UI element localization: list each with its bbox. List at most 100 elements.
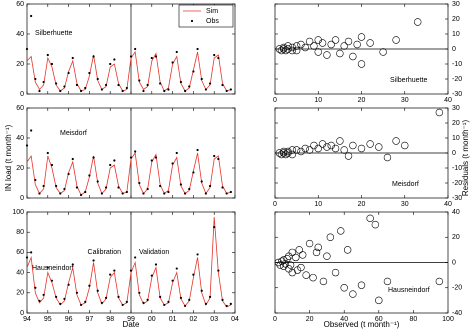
obs-point [71, 157, 74, 161]
obs-point [71, 56, 74, 60]
y-tick-label: 40 [452, 209, 460, 216]
x-tick-label: 94 [23, 316, 31, 323]
residual-point [279, 149, 288, 157]
residual-point [288, 268, 296, 277]
obs-point [204, 302, 207, 306]
obs-point [63, 85, 66, 88]
residual-point [323, 143, 331, 151]
obs-point [55, 184, 58, 188]
obs-point [67, 283, 70, 286]
residual-point [282, 46, 290, 55]
y-tick-label: 20 [16, 165, 24, 172]
obs-point [167, 190, 170, 194]
x-tick-label: 30 [401, 201, 409, 208]
obs-point [96, 289, 99, 292]
obs-point [109, 273, 112, 276]
residual-point [435, 108, 444, 117]
residual-point [366, 39, 374, 47]
residual-point [383, 277, 392, 286]
residual-point [314, 48, 322, 56]
y-tick-label: 0 [20, 91, 24, 98]
y-tick-label: 40 [16, 135, 24, 142]
obs-point [163, 192, 166, 195]
residual-point [331, 268, 340, 277]
obs-point [30, 129, 33, 132]
residual-point [284, 149, 292, 157]
residual-point [340, 42, 348, 50]
obs-point [121, 303, 124, 307]
x-tick-label: 80 [410, 316, 418, 323]
y-tick-label: 20 [16, 61, 24, 68]
obs-point [154, 263, 158, 266]
obs-point [142, 301, 145, 304]
y-tick-label: 10 [452, 31, 460, 38]
obs-point [154, 156, 158, 159]
residual-point [297, 147, 305, 156]
x-tick-label: 20 [358, 97, 366, 104]
obs-point [217, 56, 220, 60]
obs-point [129, 55, 133, 58]
obs-point [217, 269, 220, 272]
obs-point [113, 269, 116, 272]
obs-point [159, 295, 162, 298]
obs-point [67, 71, 70, 75]
obs-point [113, 58, 116, 61]
obs-point [175, 151, 178, 155]
x-tick-label: 20 [306, 316, 314, 323]
obs-point [142, 89, 145, 93]
y-tick-label: 0 [20, 195, 24, 202]
y-tick-label: 60 [16, 105, 24, 112]
residual-point [310, 141, 318, 150]
y-tick-label: 20 [452, 120, 460, 127]
y-tick-label: -30 [452, 91, 462, 98]
obs-point [134, 47, 137, 51]
obs-point [192, 70, 195, 73]
obs-point [79, 89, 83, 93]
obs-point [200, 180, 203, 183]
residual-point [292, 42, 301, 50]
sim-line [26, 151, 231, 196]
residual-point [340, 284, 348, 292]
x-tick-label: 30 [401, 97, 409, 104]
y-axis-label: Residuals (t month⁻¹) [461, 120, 470, 197]
obs-point [88, 174, 91, 177]
y-tick-label: 60 [16, 1, 24, 8]
residual-point [319, 277, 328, 286]
residual-point [344, 152, 353, 160]
residual-point [305, 146, 314, 154]
obs-point [113, 159, 116, 162]
obs-point [196, 47, 199, 51]
obs-point [208, 295, 212, 298]
residual-point [285, 252, 293, 260]
x-tick-label: 0 [273, 201, 277, 208]
obs-point [50, 62, 54, 66]
period-label: Calibration [88, 249, 122, 256]
residual-point [375, 296, 383, 305]
obs-point [84, 190, 87, 194]
obs-point [125, 190, 128, 194]
obs-point [109, 163, 112, 167]
y-tick-label: 80 [16, 229, 24, 236]
y-tick-label: 0 [452, 46, 456, 53]
residual-point [349, 52, 357, 61]
obs-point [46, 266, 49, 269]
station-label: Meisdorf [60, 130, 87, 137]
residual-point [357, 144, 366, 153]
obs-point [30, 14, 33, 18]
obs-point [129, 269, 133, 272]
y-tick-label: 10 [452, 135, 460, 142]
obs-point [50, 279, 54, 282]
obs-point [75, 291, 79, 294]
obs-point [213, 226, 216, 229]
obs-point [146, 298, 149, 301]
obs-point [75, 83, 79, 87]
y-tick-label: -30 [452, 195, 462, 202]
obs-point [163, 303, 166, 307]
obs-point [134, 150, 137, 153]
residual-point [279, 262, 288, 270]
y-tick-label: 30 [452, 105, 460, 112]
x-tick-label: 02 [190, 316, 198, 323]
obs-point [179, 80, 183, 84]
residual-point [435, 277, 444, 286]
obs-point [213, 154, 216, 158]
